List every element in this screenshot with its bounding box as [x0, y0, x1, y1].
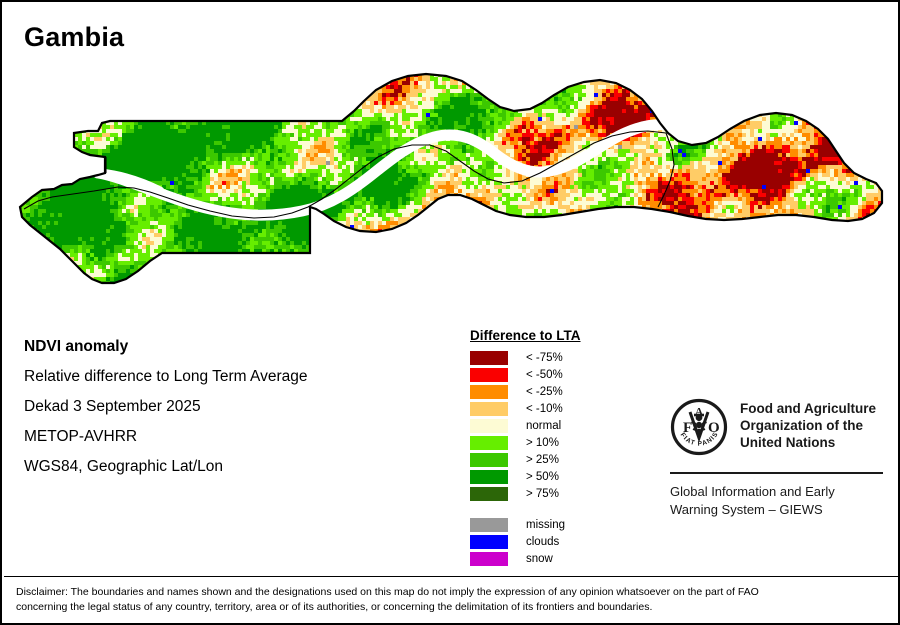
- legend-flag-label: clouds: [526, 535, 560, 548]
- fao-organization-name: Food and Agriculture Organization of the…: [740, 398, 876, 451]
- legend-class-swatch: [470, 350, 508, 365]
- legend-flag-row: snow: [470, 550, 660, 567]
- fao-divider: [670, 472, 883, 474]
- disclaimer-divider: [4, 576, 898, 577]
- legend-flag-label: missing: [526, 518, 565, 531]
- legend-class-row: < -75%: [470, 349, 660, 366]
- fao-logo-icon: F O A FIAT PANIS: [670, 398, 728, 461]
- map-info-block: NDVI anomaly Relative difference to Long…: [24, 332, 444, 482]
- legend-class-label: < -50%: [526, 368, 563, 381]
- legend-class-row: < -50%: [470, 366, 660, 383]
- legend-class-label: < -10%: [526, 402, 563, 415]
- legend-class-row: > 25%: [470, 451, 660, 468]
- page-title: Gambia: [24, 22, 125, 52]
- legend-class-row: > 10%: [470, 434, 660, 451]
- legend-class-swatch: [470, 367, 508, 382]
- legend-flag-row: clouds: [470, 533, 660, 550]
- fao-name-line-3: United Nations: [740, 435, 836, 450]
- legend-class-label: > 50%: [526, 470, 559, 483]
- legend-class-label: > 10%: [526, 436, 559, 449]
- legend-class-row: > 50%: [470, 468, 660, 485]
- info-line-projection: WGS84, Geographic Lat/Lon: [24, 458, 224, 475]
- legend: Difference to LTA < -75% < -50% < -25% < -1…: [470, 328, 660, 567]
- info-line-sensor: METOP-AVHRR: [24, 428, 138, 445]
- legend-class-label: > 75%: [526, 487, 559, 500]
- legend-class-row: < -25%: [470, 383, 660, 400]
- legend-flag-label: snow: [526, 552, 553, 565]
- fao-branding: F O A FIAT PANIS Food and Agriculture Or…: [670, 398, 885, 519]
- fao-name-line-2: Organization of the: [740, 418, 863, 433]
- legend-class-swatch: [470, 469, 508, 484]
- map-raster-svg: [18, 72, 884, 285]
- ndvi-map[interactable]: [2, 57, 898, 297]
- legend-class-list: < -75% < -50% < -25% < -10% normal > 10% > 25%…: [470, 349, 660, 502]
- info-line-relative-difference: Relative difference to Long Term Average: [24, 368, 308, 385]
- legend-class-swatch: [470, 384, 508, 399]
- legend-flag-row: missing: [470, 516, 660, 533]
- legend-spacer: [470, 502, 660, 516]
- info-line-dekad: Dekad 3 September 2025: [24, 398, 201, 415]
- legend-flag-swatch: [470, 517, 508, 532]
- legend-class-row: > 75%: [470, 485, 660, 502]
- legend-class-label: normal: [526, 419, 562, 432]
- disclaimer-line-2: concerning the legal status of any count…: [16, 601, 653, 613]
- giews-line-1: Global Information and Early: [670, 484, 835, 499]
- info-line-ndvi-anomaly: NDVI anomaly: [24, 338, 129, 355]
- legend-class-label: < -25%: [526, 385, 563, 398]
- legend-class-swatch: [470, 435, 508, 450]
- disclaimer-line-1: Disclaimer: The boundaries and names sho…: [16, 586, 759, 598]
- legend-flag-list: missing clouds snow: [470, 516, 660, 567]
- legend-flag-swatch: [470, 551, 508, 566]
- legend-class-row: normal: [470, 417, 660, 434]
- country-outline: [18, 72, 884, 285]
- fao-name-line-1: Food and Agriculture: [740, 401, 876, 416]
- legend-class-label: < -75%: [526, 351, 563, 364]
- legend-class-row: < -10%: [470, 400, 660, 417]
- legend-class-swatch: [470, 418, 508, 433]
- giews-label: Global Information and Early Warning Sys…: [670, 483, 885, 519]
- legend-class-swatch: [470, 401, 508, 416]
- legend-flag-swatch: [470, 534, 508, 549]
- legend-class-swatch: [470, 452, 508, 467]
- giews-line-2: Warning System – GIEWS: [670, 502, 823, 517]
- disclaimer-text: Disclaimer: The boundaries and names sho…: [16, 585, 886, 615]
- legend-title: Difference to LTA: [470, 328, 581, 343]
- legend-class-label: > 25%: [526, 453, 559, 466]
- legend-class-swatch: [470, 486, 508, 501]
